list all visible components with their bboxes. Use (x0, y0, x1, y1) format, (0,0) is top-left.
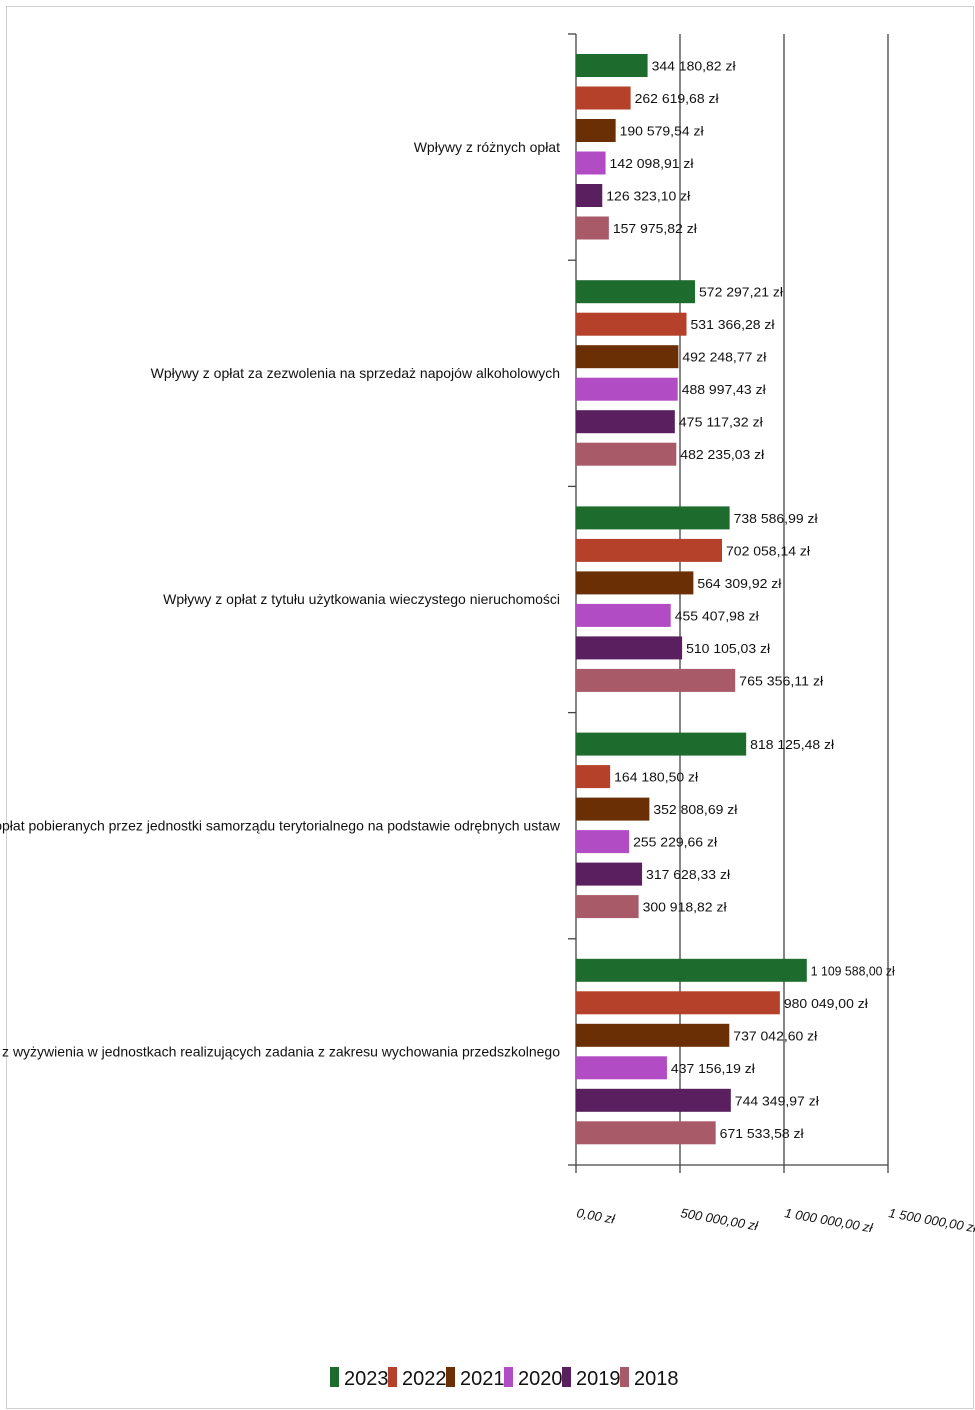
bar (576, 54, 648, 77)
data-label: 317 628,33 zł (646, 867, 730, 882)
data-label: 344 180,82 zł (652, 59, 736, 74)
legend-label: 2023 (344, 1368, 389, 1390)
data-label: 300 918,82 zł (643, 900, 727, 915)
data-label: 157 975,82 zł (613, 221, 697, 236)
bar (576, 959, 807, 982)
x-tick-label: 1 500 000,00 zł (887, 1205, 975, 1235)
bar (576, 895, 639, 918)
data-label: 572 297,21 zł (699, 285, 783, 300)
legend-label: 2018 (634, 1368, 679, 1390)
data-label: 510 105,03 zł (686, 641, 770, 656)
bar (576, 830, 629, 853)
bar (576, 765, 610, 788)
legend-swatch (562, 1367, 571, 1387)
bar (576, 1089, 731, 1112)
data-label: 126 323,10 zł (606, 189, 690, 204)
legend-swatch (620, 1367, 629, 1387)
data-label: 352 808,69 zł (653, 802, 737, 817)
bar (576, 863, 642, 886)
data-label: 164 180,50 zł (614, 770, 698, 785)
data-label: 737 042,60 zł (733, 1028, 817, 1043)
data-label: 1 109 588,00 zł (811, 963, 895, 978)
legend-label: 2022 (402, 1368, 447, 1390)
data-label: 492 248,77 zł (682, 350, 766, 365)
x-tick-label: 500 000,00 zł (679, 1205, 760, 1234)
data-label: 482 235,03 zł (680, 447, 764, 462)
data-label: 437 156,19 zł (671, 1061, 755, 1076)
category-label: Wpływy z opłat za zezwolenia na sprzedaż… (151, 365, 560, 381)
data-label: 671 533,58 zł (720, 1126, 804, 1141)
bar (576, 280, 695, 303)
legend-swatch (330, 1367, 339, 1387)
bar (576, 152, 606, 175)
bar (576, 410, 675, 433)
data-label: 765 356,11 zł (739, 673, 823, 688)
bar (576, 443, 676, 466)
data-label: 531 366,28 zł (691, 317, 775, 332)
data-label: 255 229,66 zł (633, 835, 717, 850)
legend-swatch (446, 1367, 455, 1387)
data-label: 818 125,48 zł (750, 737, 834, 752)
legend-label: 2021 (460, 1368, 505, 1390)
data-label: 190 579,54 zł (620, 124, 704, 139)
bar (576, 1056, 667, 1079)
bar (576, 378, 678, 401)
data-label: 738 586,99 zł (734, 511, 818, 526)
bar (576, 313, 687, 336)
category-label: Wpływy z opłat za korzystanie z wyżywien… (0, 1044, 560, 1060)
data-label: 744 349,97 zł (735, 1093, 819, 1108)
data-label: 702 058,14 zł (726, 543, 810, 558)
data-label: 455 407,98 zł (675, 608, 759, 623)
data-label: 488 997,43 zł (682, 382, 766, 397)
legend-swatch (504, 1367, 513, 1387)
bar (576, 669, 735, 692)
data-label: 262 619,68 zł (635, 91, 719, 106)
data-label: 475 117,32 zł (679, 415, 763, 430)
bar (576, 636, 682, 659)
category-label: Wpływy z opłat z tytułu użytkowania wiec… (163, 591, 560, 607)
bar (576, 217, 609, 240)
legend-label: 2019 (576, 1368, 621, 1390)
bar (576, 991, 780, 1014)
category-label: Wpływy z różnych opłat (414, 139, 560, 155)
bar (576, 539, 722, 562)
bar (576, 1121, 716, 1144)
bar (576, 345, 678, 368)
data-label: 980 049,00 zł (784, 996, 868, 1011)
bar (576, 1024, 729, 1047)
bar (576, 798, 649, 821)
bar (576, 506, 730, 529)
bar (576, 184, 602, 207)
bar (576, 733, 746, 756)
x-tick-label: 0,00 zł (575, 1205, 616, 1227)
bar (576, 604, 671, 627)
legend-label: 2020 (518, 1368, 563, 1390)
category-label: Wpływy z innych lokalnych opłat pobieran… (0, 817, 561, 833)
x-tick-label: 1 000 000,00 zł (783, 1205, 874, 1235)
data-label: 564 309,92 zł (697, 576, 781, 591)
bar (576, 119, 616, 142)
data-label: 142 098,91 zł (610, 156, 694, 171)
legend-swatch (388, 1367, 397, 1387)
bar (576, 87, 631, 110)
bar (576, 571, 693, 594)
